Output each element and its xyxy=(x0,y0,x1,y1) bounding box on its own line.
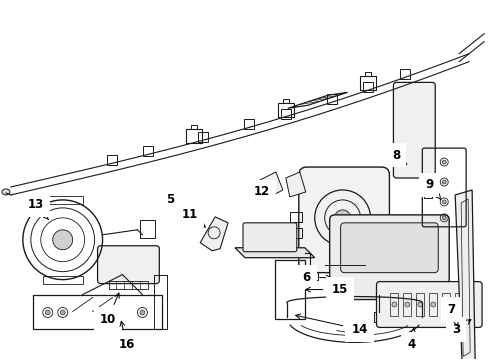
FancyBboxPatch shape xyxy=(329,215,448,300)
Bar xyxy=(428,293,436,316)
Text: 15: 15 xyxy=(305,283,347,296)
Bar xyxy=(399,69,409,79)
Bar xyxy=(363,82,372,92)
Circle shape xyxy=(45,310,50,315)
Bar xyxy=(277,103,293,117)
Circle shape xyxy=(441,160,446,164)
Text: 9: 9 xyxy=(424,179,440,199)
FancyBboxPatch shape xyxy=(298,167,388,273)
Text: 13: 13 xyxy=(28,198,48,220)
Circle shape xyxy=(441,200,446,204)
Text: 7: 7 xyxy=(446,303,457,326)
Circle shape xyxy=(140,310,144,315)
Bar xyxy=(326,94,336,104)
Bar xyxy=(274,260,304,319)
Bar xyxy=(301,272,317,280)
Circle shape xyxy=(441,216,446,220)
Circle shape xyxy=(53,230,73,250)
Bar xyxy=(424,182,431,198)
Polygon shape xyxy=(454,190,474,360)
Text: 5: 5 xyxy=(166,193,202,218)
FancyBboxPatch shape xyxy=(340,223,437,273)
Text: 6: 6 xyxy=(302,271,330,284)
Text: 1: 1 xyxy=(0,359,1,360)
FancyBboxPatch shape xyxy=(376,282,481,328)
Bar xyxy=(244,120,254,129)
FancyBboxPatch shape xyxy=(393,82,434,178)
Circle shape xyxy=(443,302,448,307)
Bar xyxy=(42,276,82,284)
Text: 10: 10 xyxy=(99,293,119,326)
Bar xyxy=(289,212,301,222)
Text: 16: 16 xyxy=(118,321,134,351)
Text: 12: 12 xyxy=(253,185,269,198)
Polygon shape xyxy=(260,172,282,198)
Circle shape xyxy=(391,302,396,307)
Text: 2: 2 xyxy=(0,359,1,360)
Bar xyxy=(415,293,424,316)
Bar xyxy=(280,109,290,118)
FancyBboxPatch shape xyxy=(243,223,296,252)
Circle shape xyxy=(430,302,435,307)
Text: 8: 8 xyxy=(391,149,406,165)
Bar xyxy=(403,293,410,316)
Polygon shape xyxy=(285,172,305,197)
Bar xyxy=(373,312,385,323)
Bar xyxy=(289,228,301,238)
Bar xyxy=(441,293,449,316)
Circle shape xyxy=(456,302,461,307)
Bar xyxy=(360,76,376,90)
Bar xyxy=(108,280,148,289)
FancyBboxPatch shape xyxy=(98,246,159,284)
Bar xyxy=(42,196,82,204)
Bar xyxy=(106,156,117,165)
Polygon shape xyxy=(200,217,227,251)
Circle shape xyxy=(60,310,65,315)
Bar xyxy=(143,147,153,156)
Circle shape xyxy=(417,302,422,307)
Text: 11: 11 xyxy=(182,208,205,227)
Ellipse shape xyxy=(2,189,10,195)
Bar xyxy=(186,129,202,143)
Circle shape xyxy=(404,302,409,307)
Text: 14: 14 xyxy=(295,314,367,336)
Bar xyxy=(389,293,398,316)
Circle shape xyxy=(441,180,446,184)
Bar xyxy=(198,132,208,142)
Text: 4: 4 xyxy=(407,328,415,351)
Text: 3: 3 xyxy=(451,320,470,336)
Bar xyxy=(140,220,155,238)
Bar xyxy=(454,293,462,316)
Circle shape xyxy=(334,210,350,226)
Polygon shape xyxy=(235,248,314,258)
